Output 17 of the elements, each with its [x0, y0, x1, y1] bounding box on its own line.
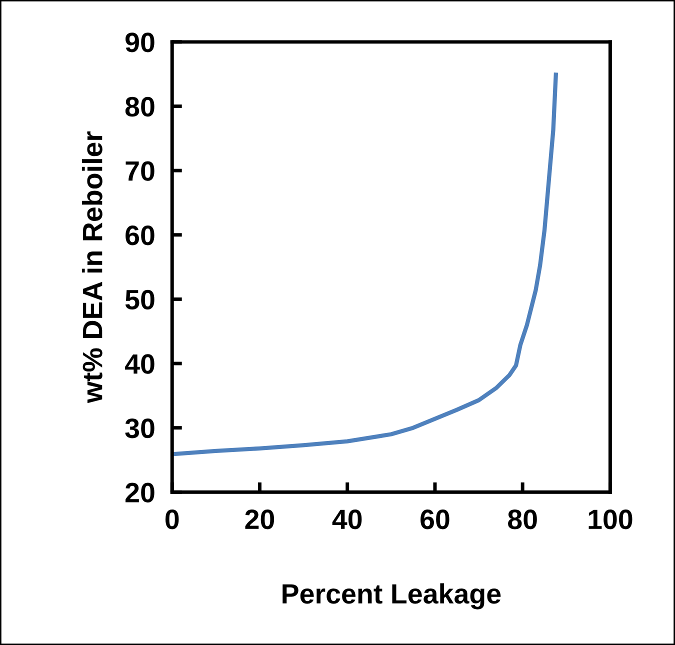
y-tick-label: 80 [125, 96, 154, 117]
y-tick-label: 40 [124, 354, 154, 374]
x-tick-label: 80 [508, 510, 537, 530]
y-tick-label: 60 [126, 226, 154, 246]
y-tick-label: 30 [125, 418, 154, 438]
y-axis-title: wt% DEA in Reboiler [82, 131, 102, 404]
y-tick-label: 90 [126, 32, 154, 52]
y-tick-label: 70 [126, 161, 154, 181]
x-tick-label: 20 [245, 510, 274, 530]
y-tick-label: 20 [126, 482, 154, 502]
x-tick-label: 40 [332, 510, 362, 530]
line-series [172, 72, 558, 456]
x-tick-label: 60 [420, 510, 450, 530]
x-axis-title: Percent Leakage [282, 583, 501, 610]
x-tick-label: 100 [588, 510, 632, 530]
x-tick-label: 0 [166, 510, 179, 530]
y-tick-label: 50 [125, 290, 154, 310]
